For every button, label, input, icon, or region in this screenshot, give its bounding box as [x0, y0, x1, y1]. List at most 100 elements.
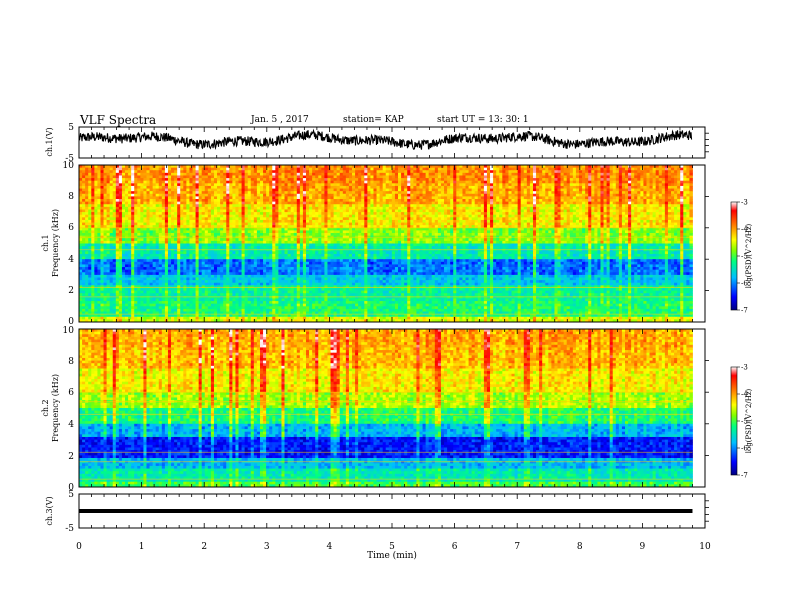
spectrogram-cell — [656, 178, 659, 181]
spectrogram-cell — [122, 178, 125, 181]
spectrogram-cell — [199, 181, 202, 184]
spectrogram-cell — [82, 170, 85, 173]
spectrogram-cell — [318, 181, 321, 184]
spectrogram-cell — [521, 175, 524, 178]
spectrogram-cell — [508, 170, 511, 173]
spectrogram-cell — [324, 183, 327, 186]
spectrogram-cell — [616, 170, 619, 173]
spectrogram-cell — [82, 178, 85, 181]
spectrogram-cell — [432, 178, 435, 181]
spectrogram-cell — [260, 173, 263, 176]
spectrogram-cell — [285, 168, 288, 171]
spectrogram-cell — [263, 168, 266, 171]
spectrogram-cell — [171, 178, 174, 181]
spectrogram-cell — [275, 173, 278, 176]
spectrogram-cell — [220, 183, 223, 186]
spectrogram-cell — [165, 178, 168, 181]
spectrogram-cell — [251, 175, 254, 178]
spectrogram-cell — [205, 168, 208, 171]
spectrogram-cell — [171, 181, 174, 184]
spectrogram-cell — [100, 173, 103, 176]
spectrogram-cell — [312, 173, 315, 176]
spectrogram-cell — [472, 168, 475, 171]
spectrogram-cell — [245, 168, 248, 171]
spectrogram-cell — [171, 175, 174, 178]
spectrogram-cell — [300, 173, 303, 176]
spectrogram-cell — [643, 175, 646, 178]
spectrogram-cell — [502, 168, 505, 171]
spectrogram-cell — [263, 183, 266, 186]
spectrogram-cell — [585, 170, 588, 173]
spectrogram-cell — [459, 170, 462, 173]
spectrogram-cell — [637, 173, 640, 176]
spectrogram-cell — [285, 181, 288, 184]
spectrogram-cell — [502, 181, 505, 184]
spectrogram-cell — [536, 175, 539, 178]
spectrogram-cell — [610, 173, 613, 176]
spectrogram-cell — [229, 173, 232, 176]
spectrogram-cell — [582, 170, 585, 173]
spectrogram-cell — [300, 175, 303, 178]
spectrogram-cell — [637, 175, 640, 178]
spectrogram-cell — [407, 173, 410, 176]
spectrogram-cell — [85, 175, 88, 178]
spectrogram-cell — [223, 168, 226, 171]
spectrogram-cell — [582, 175, 585, 178]
spectrogram-cell — [622, 175, 625, 178]
spectrogram-cell — [570, 170, 573, 173]
spectrogram-cell — [232, 178, 235, 181]
spectrogram-cell — [441, 170, 444, 173]
spectrogram-cell — [386, 183, 389, 186]
spectrogram-cell — [487, 170, 490, 173]
spectrogram-cell — [303, 181, 306, 184]
spectrogram-cell — [416, 170, 419, 173]
spectrogram-cell — [450, 181, 453, 184]
spectrogram-cell — [97, 175, 100, 178]
spectrogram-cell — [199, 168, 202, 171]
spectrogram-cell — [337, 175, 340, 178]
spectrogram-cell — [211, 181, 214, 184]
spectrogram-cell — [512, 168, 515, 171]
spectrogram-cell — [668, 168, 671, 171]
spectrogram-cell — [131, 178, 134, 181]
spectrogram-cell — [594, 175, 597, 178]
spectrogram-cell — [150, 181, 153, 184]
spectrogram-cell — [386, 168, 389, 171]
spectrogram-cell — [594, 168, 597, 171]
spectrogram-cell — [352, 173, 355, 176]
spectrogram-cell — [505, 175, 508, 178]
spectrogram-cell — [125, 168, 128, 171]
spectrogram-cell — [490, 173, 493, 176]
spectrogram-cell — [407, 178, 410, 181]
spectrogram-cell — [515, 181, 518, 184]
spectrogram-cell — [462, 181, 465, 184]
spectrogram-cell — [564, 173, 567, 176]
spectrogram-cell — [107, 173, 110, 176]
spectrogram-cell — [275, 168, 278, 171]
spectrogram-cell — [392, 173, 395, 176]
spectrogram-cell — [119, 178, 122, 181]
spectrogram-cell — [245, 173, 248, 176]
spectrogram-cell — [650, 178, 653, 181]
spectrogram-cell — [211, 168, 214, 171]
spectrogram-cell — [429, 170, 432, 173]
spectrogram-cell — [153, 170, 156, 173]
spectrogram-cell — [196, 170, 199, 173]
spectrogram-cell — [367, 183, 370, 186]
spectrogram-cell — [573, 168, 576, 171]
spectrogram-cell — [686, 168, 689, 171]
spectrogram-cell — [604, 175, 607, 178]
spectrogram-cell — [180, 175, 183, 178]
spectrogram-cell — [377, 178, 380, 181]
spectrogram-cell — [269, 175, 272, 178]
spectrogram-cell — [558, 173, 561, 176]
spectrogram-cell — [683, 170, 686, 173]
spectrogram-cell — [248, 173, 251, 176]
spectrogram-cell — [490, 178, 493, 181]
spectrogram-cell — [512, 175, 515, 178]
spectrogram-cell — [512, 170, 515, 173]
spectrogram-cell — [604, 181, 607, 184]
spectrogram-cell — [662, 175, 665, 178]
spectrogram-cell — [91, 175, 94, 178]
spectrogram-cell — [309, 168, 312, 171]
